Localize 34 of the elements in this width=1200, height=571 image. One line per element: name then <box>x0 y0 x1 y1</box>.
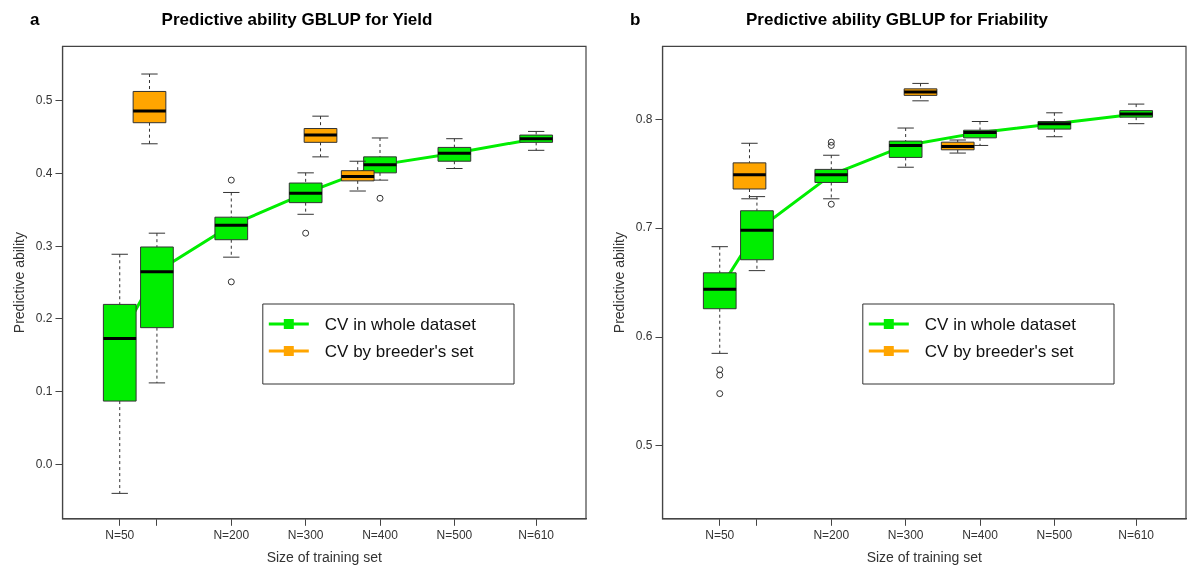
x-tick-label: N=500 <box>436 528 473 543</box>
x-tick-label: N=50 <box>705 528 735 543</box>
chart-title: Predictive ability GBLUP for Friability <box>746 9 1049 29</box>
x-axis-title: Size of training set <box>866 549 982 566</box>
x-tick-label: N=610 <box>1118 528 1155 543</box>
x-tick-label: N=300 <box>287 528 324 543</box>
y-tick-label: 0.4 <box>35 165 53 180</box>
y-axis-title: Predictive ability <box>11 232 28 334</box>
y-axis-title: Predictive ability <box>611 232 628 334</box>
x-tick-label: N=200 <box>213 528 250 543</box>
text: a <box>30 9 40 29</box>
x-tick-label: N=400 <box>962 528 999 543</box>
x-tick-label: N=50 <box>105 528 135 543</box>
x-tick-label: N=400 <box>362 528 399 543</box>
y-tick-label: 0.7 <box>635 220 653 235</box>
y-tick-label: 0.8 <box>635 111 653 126</box>
text: b <box>630 9 641 29</box>
y-tick-label: 0.5 <box>635 438 653 453</box>
legend-label: CV in whole dataset <box>924 314 1077 334</box>
y-tick-label: 0.6 <box>635 329 653 344</box>
legend-label: CV by breeder's set <box>924 341 1074 361</box>
y-tick-label: 0.0 <box>35 456 53 471</box>
y-tick-label: 0.2 <box>35 311 53 326</box>
chart-title: Predictive ability GBLUP for Yield <box>161 9 433 29</box>
x-tick-label: N=610 <box>518 528 555 543</box>
y-tick-label: 0.3 <box>35 238 53 253</box>
legend-label: CV in whole dataset <box>324 314 477 334</box>
x-tick-label: N=300 <box>887 528 924 543</box>
x-tick-label: N=500 <box>1036 528 1073 543</box>
y-tick-label: 0.1 <box>35 383 53 398</box>
legend-label: CV by breeder's set <box>324 341 474 361</box>
y-tick-label: 0.5 <box>35 93 53 108</box>
x-tick-label: N=200 <box>813 528 850 543</box>
x-axis-title: Size of training set <box>266 549 382 566</box>
